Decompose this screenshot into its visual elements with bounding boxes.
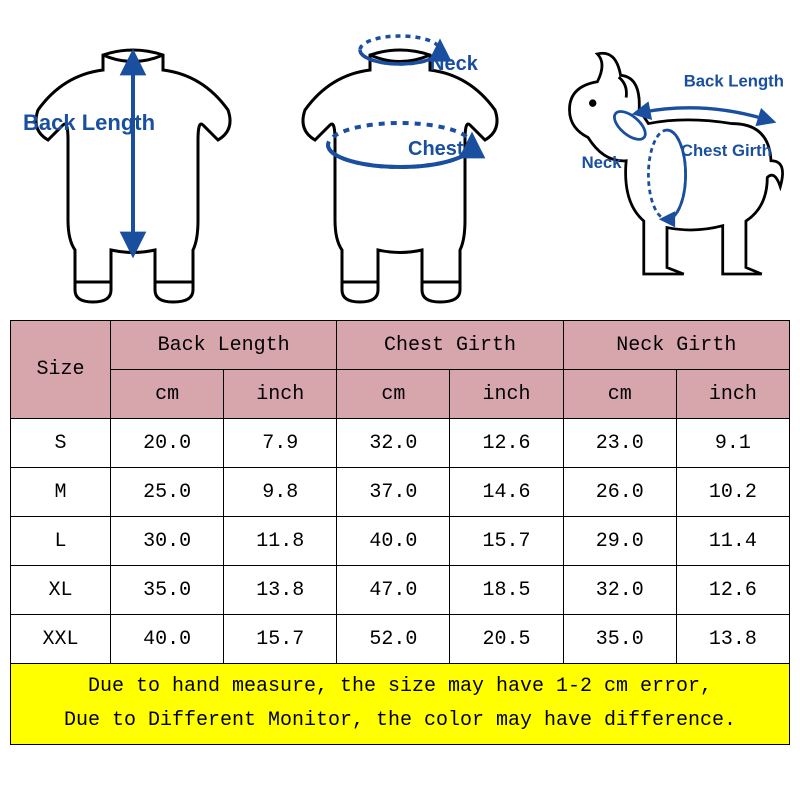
cell-size: XXL (11, 615, 111, 664)
cell-chest_in: 12.6 (450, 419, 563, 468)
neck-label: Neck (430, 53, 479, 75)
chest-label: Chest (408, 138, 464, 160)
cell-chest_cm: 47.0 (337, 566, 450, 615)
footnote: Due to hand measure, the size may have 1… (11, 664, 790, 745)
cell-neck_in: 10.2 (676, 468, 789, 517)
cell-back_cm: 20.0 (111, 419, 224, 468)
cell-back_cm: 30.0 (111, 517, 224, 566)
cell-neck_in: 9.1 (676, 419, 789, 468)
cell-back_in: 13.8 (224, 566, 337, 615)
outfit-back-length-diagram: Back Length (3, 20, 263, 320)
cell-back_cm: 40.0 (111, 615, 224, 664)
dog-back-length-label: Back Length (683, 71, 783, 90)
unit-inch: inch (450, 370, 563, 419)
table-row: XL35.013.847.018.532.012.6 (11, 566, 790, 615)
measurement-diagrams: Back Length Neck Chest (0, 0, 800, 320)
cell-neck_cm: 32.0 (563, 566, 676, 615)
dog-measurement-diagram: Back Length Neck Chest Girth (537, 20, 797, 320)
cell-back_in: 11.8 (224, 517, 337, 566)
cell-chest_cm: 52.0 (337, 615, 450, 664)
cell-back_in: 15.7 (224, 615, 337, 664)
cell-neck_in: 11.4 (676, 517, 789, 566)
footnote-line-1: Due to hand measure, the size may have 1… (15, 670, 785, 704)
cell-chest_cm: 32.0 (337, 419, 450, 468)
table-row: S20.07.932.012.623.09.1 (11, 419, 790, 468)
cell-size: S (11, 419, 111, 468)
cell-neck_cm: 35.0 (563, 615, 676, 664)
unit-cm: cm (337, 370, 450, 419)
cell-chest_cm: 37.0 (337, 468, 450, 517)
table-row: M25.09.837.014.626.010.2 (11, 468, 790, 517)
cell-neck_in: 13.8 (676, 615, 789, 664)
cell-back_in: 9.8 (224, 468, 337, 517)
cell-back_in: 7.9 (224, 419, 337, 468)
header-back-length: Back Length (111, 321, 337, 370)
header-chest-girth: Chest Girth (337, 321, 563, 370)
dog-neck-label: Neck (581, 153, 622, 172)
cell-neck_cm: 26.0 (563, 468, 676, 517)
back-length-label: Back Length (23, 110, 155, 135)
cell-neck_in: 12.6 (676, 566, 789, 615)
cell-back_cm: 35.0 (111, 566, 224, 615)
cell-chest_in: 20.5 (450, 615, 563, 664)
cell-size: XL (11, 566, 111, 615)
table-row: XXL40.015.752.020.535.013.8 (11, 615, 790, 664)
footnote-line-2: Due to Different Monitor, the color may … (15, 704, 785, 738)
outfit-neck-chest-diagram: Neck Chest (270, 20, 530, 320)
header-size: Size (11, 321, 111, 419)
cell-back_cm: 25.0 (111, 468, 224, 517)
size-chart-table: Size Back Length Chest Girth Neck Girth … (10, 320, 790, 745)
cell-chest_in: 15.7 (450, 517, 563, 566)
cell-chest_in: 18.5 (450, 566, 563, 615)
unit-inch: inch (676, 370, 789, 419)
cell-chest_cm: 40.0 (337, 517, 450, 566)
header-neck-girth: Neck Girth (563, 321, 789, 370)
unit-inch: inch (224, 370, 337, 419)
unit-cm: cm (563, 370, 676, 419)
cell-size: L (11, 517, 111, 566)
table-row: L30.011.840.015.729.011.4 (11, 517, 790, 566)
cell-neck_cm: 23.0 (563, 419, 676, 468)
cell-size: M (11, 468, 111, 517)
dog-chest-girth-label: Chest Girth (681, 141, 772, 160)
unit-cm: cm (111, 370, 224, 419)
cell-chest_in: 14.6 (450, 468, 563, 517)
cell-neck_cm: 29.0 (563, 517, 676, 566)
